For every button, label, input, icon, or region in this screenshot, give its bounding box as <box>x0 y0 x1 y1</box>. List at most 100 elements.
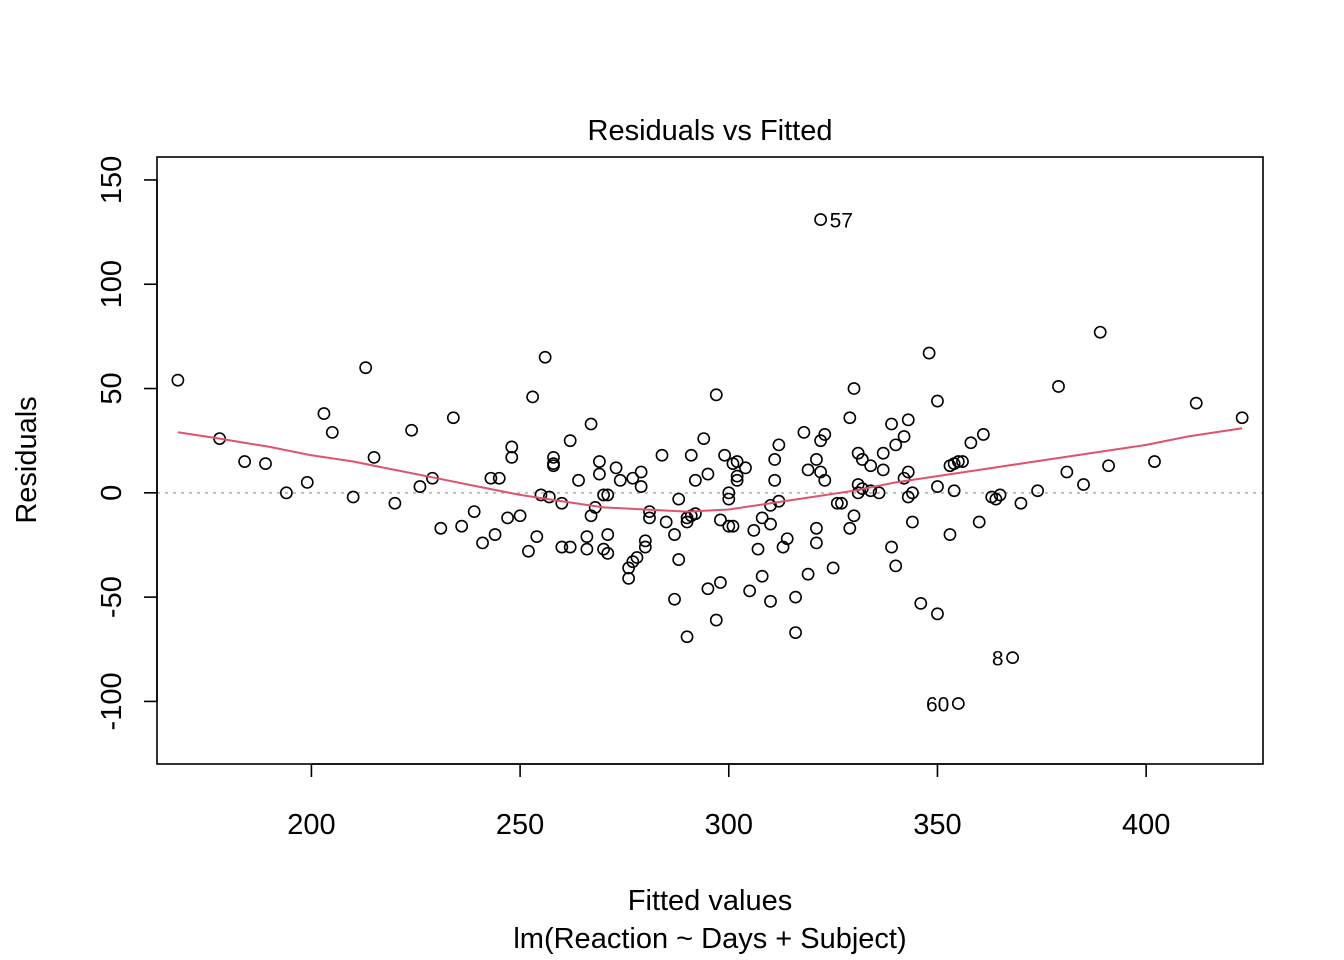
data-point <box>901 413 915 427</box>
data-point <box>655 448 669 462</box>
data-point <box>547 450 560 464</box>
data-point <box>367 450 381 464</box>
data-point <box>743 584 757 598</box>
data-point <box>643 511 656 525</box>
data-point <box>684 448 698 462</box>
data-point <box>1235 411 1249 425</box>
data-point <box>956 455 969 468</box>
data-point <box>718 448 732 462</box>
data-point <box>597 488 610 502</box>
data-point <box>730 469 744 483</box>
data-point <box>547 459 560 473</box>
data-point <box>709 388 723 402</box>
data-point <box>976 428 990 441</box>
data-point <box>1052 380 1065 393</box>
data-point <box>1077 478 1090 491</box>
data-point <box>672 553 686 566</box>
data-point <box>1189 396 1203 410</box>
data-point <box>634 465 648 479</box>
data-point <box>810 536 823 550</box>
x-tick-label: 250 <box>496 809 544 841</box>
data-point <box>467 505 481 519</box>
data-point <box>584 417 598 431</box>
data-point <box>601 528 615 541</box>
outlier-label: 57 <box>830 210 853 233</box>
data-point <box>951 455 965 468</box>
data-point <box>964 436 978 450</box>
data-point <box>872 486 886 500</box>
data-point <box>593 455 606 468</box>
data-point <box>534 488 548 502</box>
data-point <box>526 390 540 404</box>
x-tick-label: 350 <box>913 809 961 841</box>
data-point <box>714 576 727 589</box>
data-point <box>643 505 656 519</box>
data-point <box>522 544 535 558</box>
data-point <box>613 473 627 487</box>
data-point <box>922 346 936 360</box>
data-point <box>626 471 640 485</box>
data-point <box>906 486 919 500</box>
y-tick-label: -100 <box>96 672 128 730</box>
data-point <box>835 496 848 510</box>
data-point <box>601 546 615 560</box>
data-point <box>897 430 911 443</box>
data-point <box>764 517 777 531</box>
data-point <box>885 417 898 431</box>
data-point <box>1102 459 1115 473</box>
data-point <box>876 446 890 460</box>
data-point <box>801 567 815 581</box>
lowess-smoother-line <box>177 427 1243 513</box>
outlier-label: 60 <box>926 694 949 717</box>
data-point <box>814 213 827 226</box>
data-point <box>714 513 727 527</box>
data-point <box>989 492 1003 506</box>
data-point <box>730 455 744 468</box>
y-tick-label: 100 <box>96 260 128 308</box>
data-point <box>359 361 373 375</box>
data-point <box>413 480 427 493</box>
data-point <box>701 467 715 481</box>
data-point <box>446 411 460 425</box>
data-point <box>1148 455 1161 468</box>
data-point <box>901 490 915 504</box>
data-point <box>885 540 898 554</box>
data-point <box>538 350 552 364</box>
data-point <box>388 496 402 510</box>
y-tick-label: -50 <box>96 576 128 618</box>
data-point <box>501 511 514 525</box>
data-point <box>755 569 769 583</box>
data-point <box>279 486 293 500</box>
data-point <box>680 515 694 529</box>
data-point <box>634 480 648 493</box>
data-point <box>476 536 489 550</box>
data-point <box>688 473 702 487</box>
data-point <box>889 559 903 573</box>
data-point <box>1060 465 1074 479</box>
x-axis-subtitle: lm(Reaction ~ Days + Subject) <box>513 923 906 955</box>
data-point <box>697 432 711 445</box>
data-point <box>555 496 569 510</box>
data-point <box>772 438 786 452</box>
data-point <box>638 540 652 554</box>
data-point <box>768 453 782 466</box>
data-point <box>601 488 615 502</box>
data-point <box>572 473 585 487</box>
data-point <box>668 528 681 541</box>
data-point <box>580 530 594 544</box>
data-point <box>943 528 957 541</box>
data-point <box>668 592 681 606</box>
data-point <box>818 473 832 487</box>
y-axis-label: Residuals <box>11 396 43 523</box>
data-point <box>680 630 694 644</box>
data-point <box>914 596 928 610</box>
data-point <box>951 697 965 710</box>
data-point <box>580 542 594 556</box>
data-point <box>317 407 331 420</box>
data-point <box>901 465 915 479</box>
data-point <box>747 523 761 537</box>
data-point <box>726 519 740 533</box>
data-point <box>826 561 840 575</box>
data-point <box>325 425 339 439</box>
